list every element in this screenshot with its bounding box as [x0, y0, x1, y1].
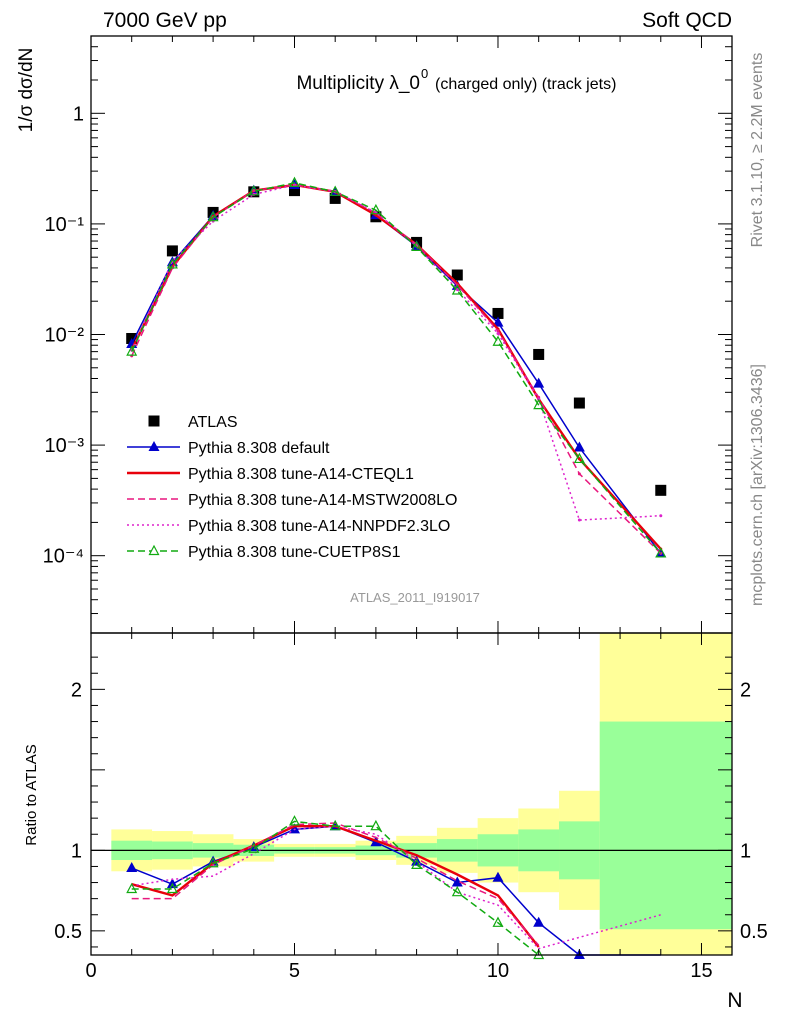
cuetp8s1-point — [166, 258, 178, 269]
ratio-cuetp8s1-point — [411, 858, 423, 869]
top-y-axis-label: 1/σ dσ/dN — [16, 48, 37, 133]
x-axis-label: N — [727, 989, 742, 1012]
default-point — [492, 316, 504, 327]
cuetp8s1-point — [248, 185, 260, 196]
ratio-panel-frame — [90, 632, 733, 956]
ratio-default-point — [451, 876, 463, 887]
chart-title-sub: (charged only) (track jets) — [435, 76, 616, 93]
series-4-point — [577, 518, 581, 522]
ratio-series-4-line — [131, 820, 540, 956]
x-tick-label: 5 — [289, 960, 300, 982]
y-tick-label: 10⁻¹ — [45, 214, 85, 236]
ratio-cuetp8s1-point — [533, 948, 545, 960]
series-3-point — [496, 329, 500, 333]
legend-label-3: Pythia 8.308 tune-A14-MSTW2008LO — [188, 492, 457, 509]
cuetp8s1-point — [533, 398, 545, 410]
cuetp8s1-point — [655, 547, 667, 558]
series-5-line — [131, 182, 662, 554]
legend-label-4: Pythia 8.308 tune-A14-NNPDF2.3LO — [188, 518, 450, 535]
cuetp8s1-point — [329, 185, 341, 196]
cuetp8s1-point — [126, 345, 138, 356]
rivet-label: Rivet 3.1.10, ≥ 2.2M events — [749, 53, 766, 248]
cuetp8s1-point — [370, 203, 382, 215]
default-point — [573, 441, 585, 452]
cuetp8s1-point — [451, 284, 463, 295]
legend-label-0: ATLAS — [188, 414, 238, 431]
ratio-cuetp8s1-point — [288, 815, 300, 826]
atlas-point — [451, 269, 463, 281]
series-3-point — [577, 472, 581, 476]
ratio-y-tick-label: 0.5 — [54, 921, 82, 943]
atlas-point — [166, 245, 178, 257]
cuetp8s1-point — [573, 452, 585, 464]
x-tick-label: 0 — [85, 960, 96, 982]
legend-label-1: Pythia 8.308 default — [188, 440, 330, 457]
header-right: Soft QCD — [642, 9, 732, 32]
y-tick-label: 10⁻³ — [45, 435, 85, 457]
series-3-point — [252, 189, 256, 193]
cuetp8s1-point — [492, 335, 504, 346]
ratio-cuetp8s1-point — [451, 885, 463, 897]
chart-title-sup: 0 — [421, 66, 428, 81]
ratio-cuetp8s1-point — [207, 856, 219, 868]
ratio-cuetp8s1-point — [370, 819, 382, 831]
ratio-default-point — [126, 862, 138, 873]
cuetp8s1-point — [411, 240, 423, 251]
series-4-point — [659, 514, 663, 518]
x-tick-label: 15 — [690, 960, 712, 982]
legend-label-5: Pythia 8.308 tune-CUETP8S1 — [188, 544, 401, 561]
ratio-y-axis-label: Ratio to ATLAS — [23, 744, 40, 845]
atlas-point — [655, 484, 667, 496]
x-tick-label: 10 — [487, 960, 509, 982]
legend-label-2: Pythia 8.308 tune-A14-CTEQL1 — [188, 466, 414, 483]
ratio-series-2-line — [131, 822, 540, 946]
ratio-cuetp8s1-point — [126, 882, 138, 894]
ratio-default-point — [492, 871, 504, 882]
ratio-cuetp8s1-point — [166, 882, 178, 894]
ratio-series-3-line — [131, 825, 662, 950]
atlas-point — [288, 185, 300, 197]
series-4-point — [496, 332, 500, 336]
legend-default-marker — [148, 441, 160, 451]
ratio-y-tick-label-right: 2 — [740, 679, 751, 701]
y-tick-label: 1 — [73, 103, 84, 125]
header-left: 7000 GeV pp — [103, 9, 227, 32]
series-2-point — [577, 457, 581, 461]
ratio-default-point — [288, 823, 300, 834]
legend-atlas-marker — [148, 415, 160, 427]
ratio-cuetp8s1-point — [329, 819, 341, 831]
y-tick-label: 10⁻⁴ — [43, 546, 84, 568]
series-4-point — [455, 288, 459, 292]
ratio-y-tick-label-right: 0.5 — [740, 921, 768, 943]
cuetp8s1-point — [288, 176, 300, 187]
atlas-point — [573, 397, 585, 409]
atlas-point — [492, 307, 504, 319]
ratio-band-green — [599, 721, 732, 930]
ratio-cuetp8s1-point — [492, 916, 504, 927]
chart-title-main: Multiplicity λ_0 — [296, 73, 420, 94]
ratio-default-point — [533, 916, 545, 927]
ratio-y-tick-label: 2 — [71, 679, 82, 701]
atlas-point — [329, 192, 341, 204]
analysis-label: ATLAS_2011_I919017 — [350, 590, 480, 605]
cuetp8s1-point — [207, 210, 219, 222]
legend-cuetp8s1-marker — [148, 544, 160, 556]
y-tick-label: 10⁻² — [45, 325, 85, 347]
ratio-y-tick-label-right: 1 — [740, 840, 751, 862]
default-point — [533, 377, 545, 388]
ratio-y-tick-label: 1 — [71, 840, 82, 862]
series-4-point — [292, 183, 296, 187]
atlas-point — [533, 348, 545, 360]
mcplots-label: mcplots.cern.ch [arXiv:1306.3436] — [749, 364, 766, 606]
ratio-cuetp8s1-point — [248, 842, 260, 853]
